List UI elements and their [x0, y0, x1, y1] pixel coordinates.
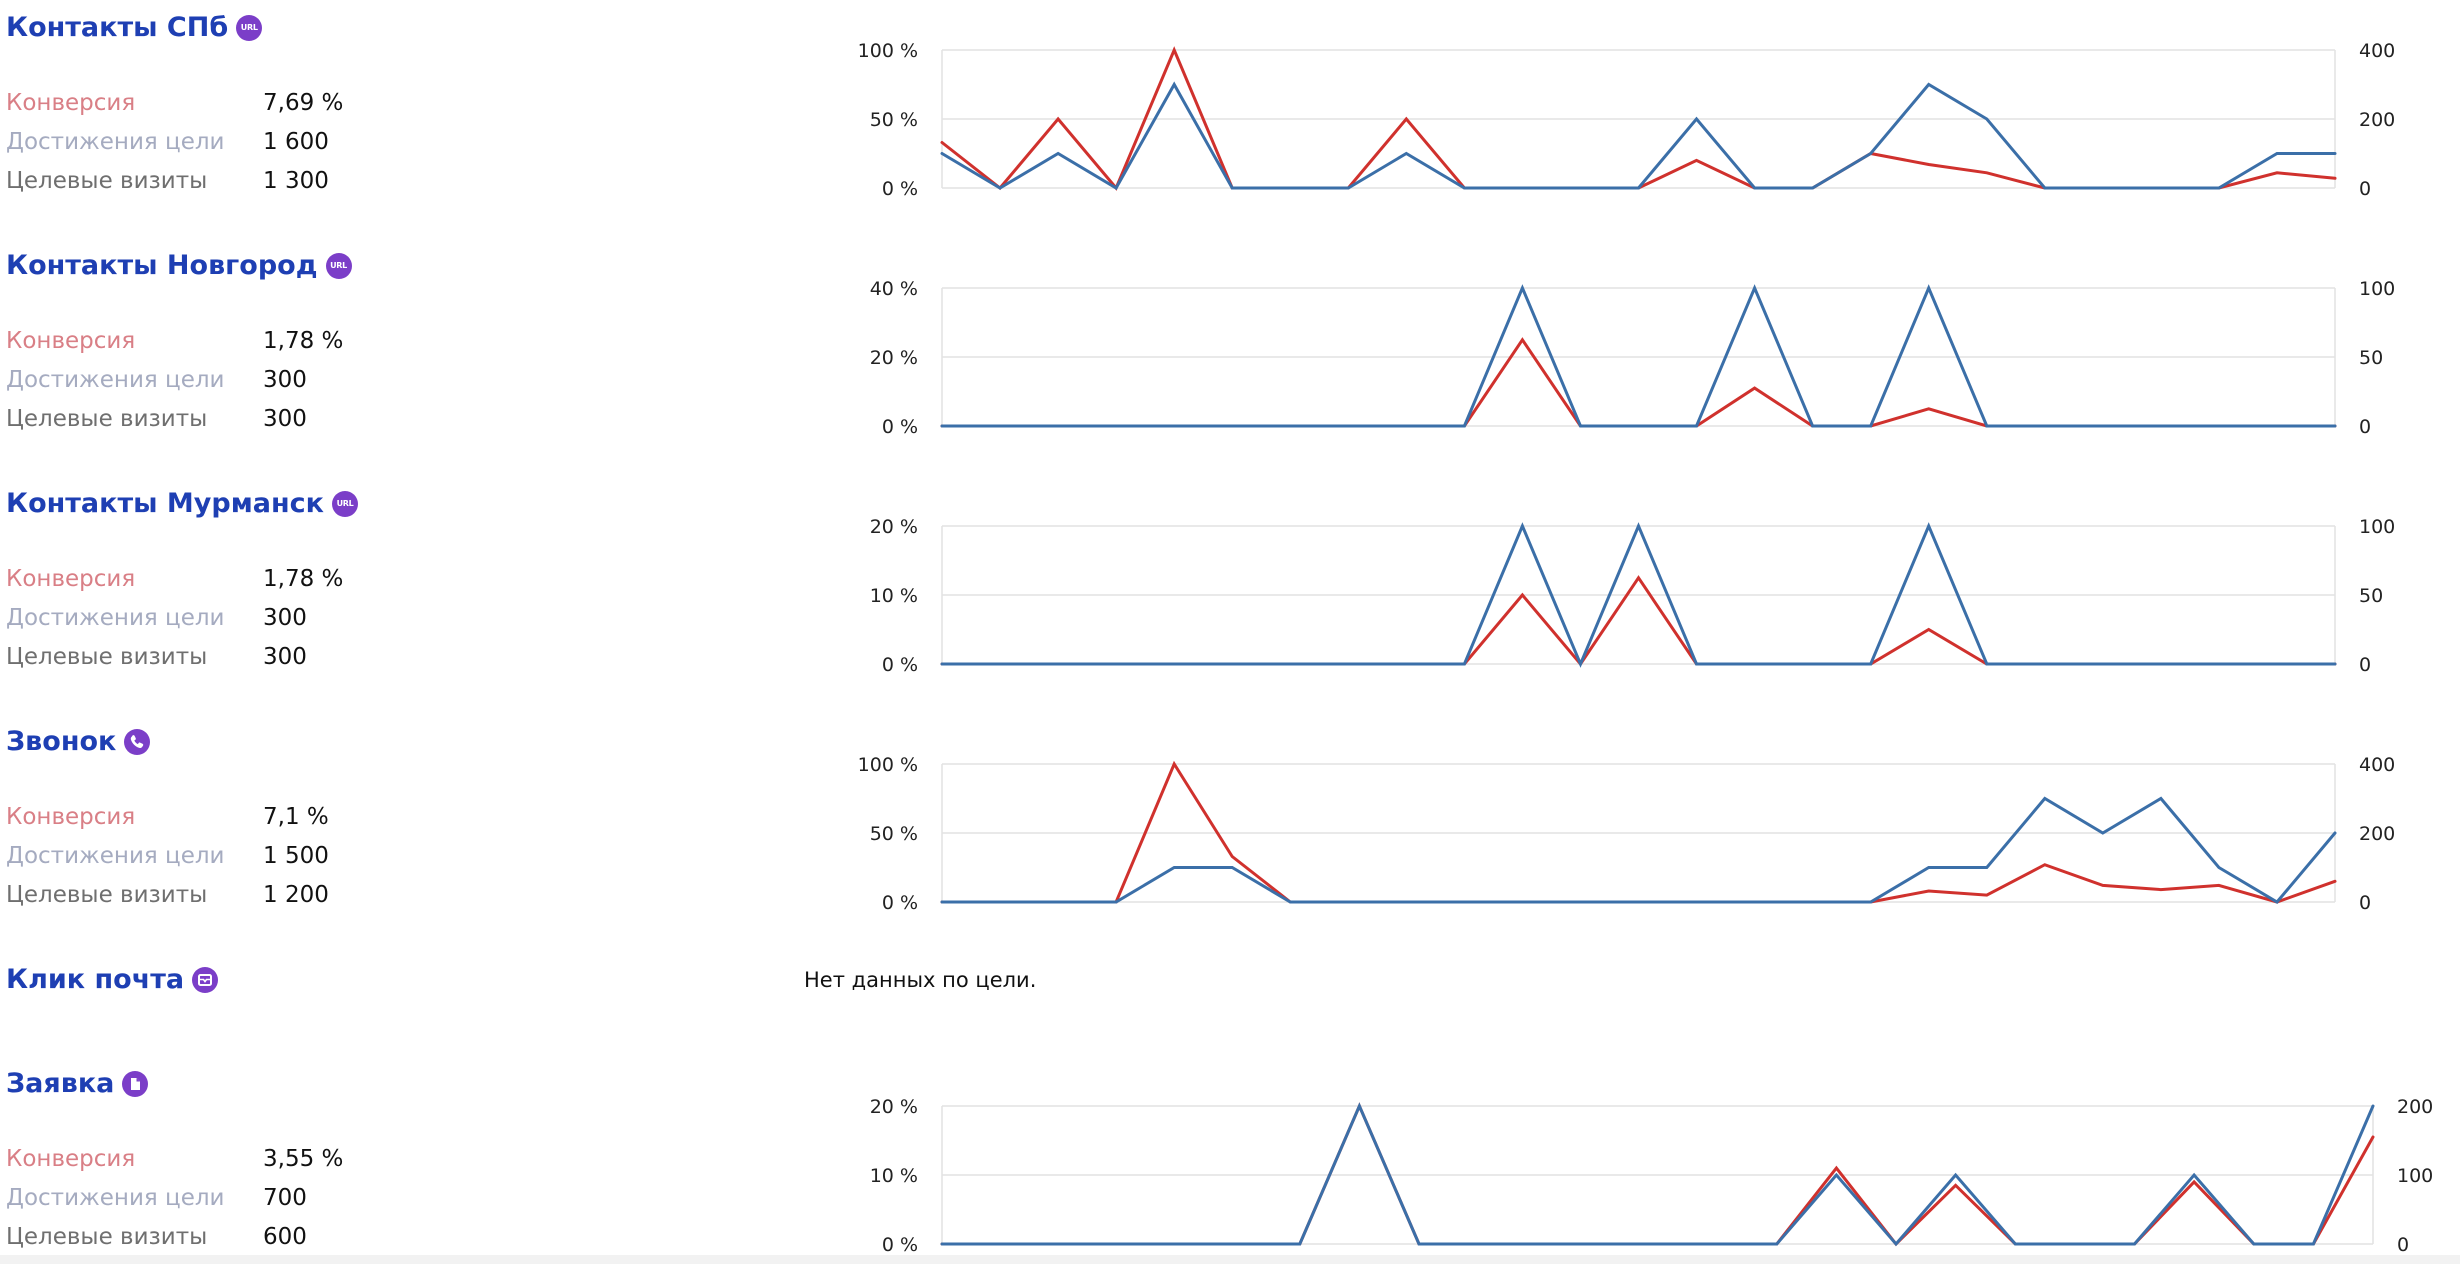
visits-series-line [940, 81, 2337, 191]
reach-label: Достижения цели [6, 1185, 225, 1211]
right-axis-tick-label: 50 [2359, 585, 2383, 607]
conversion-value: 1,78 % [263, 328, 344, 354]
visits-series-line [940, 1102, 2375, 1247]
left-axis-tick-label: 10 % [870, 1165, 918, 1187]
conversion-label: Конверсия [6, 804, 136, 830]
conversion-value: 1,78 % [263, 566, 344, 592]
right-axis-tick-label: 400 [2359, 40, 2395, 62]
left-axis-tick-label: 20 % [870, 347, 918, 369]
goal-title-mail-click[interactable]: Клик почта [6, 964, 219, 995]
document-icon [122, 1070, 149, 1097]
left-axis-tick-label: 100 % [858, 754, 918, 776]
goal-title-text: Контакты СПб [6, 12, 229, 43]
goal-title-text: Звонок [6, 726, 117, 757]
goal-title-request[interactable]: Заявка [6, 1068, 149, 1099]
left-axis-tick-label: 0 % [882, 1234, 918, 1256]
left-axis-tick-label: 100 % [858, 40, 918, 62]
conversion-value: 7,1 % [263, 804, 329, 830]
url-icon: URL [236, 14, 263, 41]
mail-icon [192, 966, 219, 993]
visits-value: 300 [263, 644, 307, 670]
left-axis-tick-label: 20 % [870, 1096, 918, 1118]
left-axis-tick-label: 0 % [882, 178, 918, 200]
left-axis-tick-label: 10 % [870, 585, 918, 607]
visits-series-line [940, 522, 2337, 668]
conversion-label: Конверсия [6, 90, 136, 116]
right-axis-tick-label: 100 [2359, 516, 2395, 538]
reach-label: Достижения цели [6, 605, 225, 631]
visits-value: 1 300 [263, 168, 329, 194]
reach-label: Достижения цели [6, 367, 225, 393]
conversion-label: Конверсия [6, 1146, 136, 1172]
visits-value: 1 200 [263, 882, 329, 908]
goal-title-murmansk[interactable]: Контакты Мурманск URL [6, 488, 359, 519]
right-axis-tick-label: 0 [2359, 178, 2371, 200]
goal-title-spb[interactable]: Контакты СПб URL [6, 12, 263, 43]
right-axis-tick-label: 100 [2359, 278, 2395, 300]
left-axis-tick-label: 0 % [882, 416, 918, 438]
reach-value: 300 [263, 367, 307, 393]
right-axis-tick-label: 0 [2359, 416, 2371, 438]
right-axis-tick-label: 0 [2359, 654, 2371, 676]
left-axis-tick-label: 50 % [870, 109, 918, 131]
visits-series-line [940, 284, 2337, 428]
reach-value: 300 [263, 605, 307, 631]
visits-value: 300 [263, 406, 307, 432]
goal-title-text: Клик почта [6, 964, 185, 995]
right-axis-tick-label: 200 [2359, 823, 2395, 845]
left-axis-tick-label: 20 % [870, 516, 918, 538]
visits-label: Целевые визиты [6, 644, 208, 670]
left-axis-tick-label: 40 % [870, 278, 918, 300]
conversion-value: 3,55 % [263, 1146, 344, 1172]
goal-title-call[interactable]: Звонок [6, 726, 151, 757]
reach-value: 700 [263, 1185, 307, 1211]
right-axis-tick-label: 200 [2359, 109, 2395, 131]
right-axis-tick-label: 0 [2397, 1234, 2409, 1256]
url-icon: URL [325, 252, 352, 279]
conversion-value: 7,69 % [263, 90, 344, 116]
visits-series-line [940, 796, 2337, 904]
right-axis-tick-label: 0 [2359, 892, 2371, 914]
left-axis-tick-label: 0 % [882, 654, 918, 676]
page-bottom-strip [0, 1255, 2460, 1264]
visits-label: Целевые визиты [6, 1224, 208, 1250]
right-axis-tick-label: 100 [2397, 1165, 2433, 1187]
left-axis-tick-label: 0 % [882, 892, 918, 914]
goal-title-novgorod[interactable]: Контакты Новгород URL [6, 250, 352, 281]
right-axis-tick-label: 400 [2359, 754, 2395, 776]
reach-value: 1 600 [263, 129, 329, 155]
no-data-message: Нет данных по цели. [804, 968, 1037, 992]
phone-icon [124, 728, 151, 755]
reach-value: 1 500 [263, 843, 329, 869]
goal-title-text: Контакты Мурманск [6, 488, 325, 519]
conversion-label: Конверсия [6, 566, 136, 592]
visits-label: Целевые визиты [6, 882, 208, 908]
right-axis-tick-label: 50 [2359, 347, 2383, 369]
left-axis-tick-label: 50 % [870, 823, 918, 845]
right-axis-tick-label: 200 [2397, 1096, 2433, 1118]
conversion-label: Конверсия [6, 328, 136, 354]
goal-title-text: Заявка [6, 1068, 115, 1099]
visits-label: Целевые визиты [6, 406, 208, 432]
reach-label: Достижения цели [6, 843, 225, 869]
visits-label: Целевые визиты [6, 168, 208, 194]
url-icon: URL [332, 490, 359, 517]
reach-label: Достижения цели [6, 129, 225, 155]
goal-title-text: Контакты Новгород [6, 250, 318, 281]
visits-value: 600 [263, 1224, 307, 1250]
